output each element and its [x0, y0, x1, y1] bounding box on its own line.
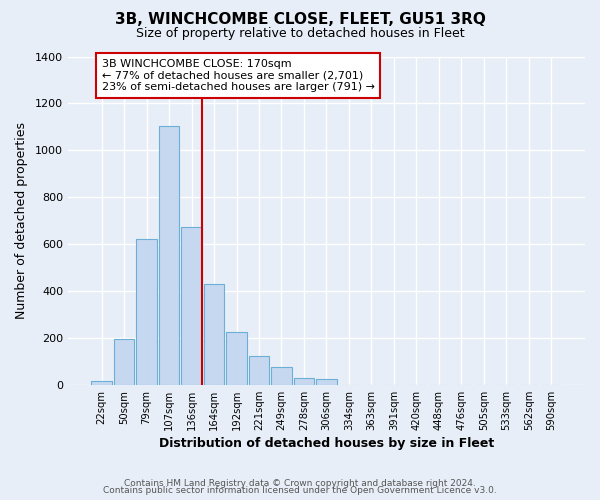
Bar: [114, 339, 134, 385]
Text: Contains public sector information licensed under the Open Government Licence v3: Contains public sector information licen…: [103, 486, 497, 495]
Y-axis label: Number of detached properties: Number of detached properties: [15, 122, 28, 319]
X-axis label: Distribution of detached houses by size in Fleet: Distribution of detached houses by size …: [159, 437, 494, 450]
Bar: [249, 356, 269, 385]
Bar: [181, 226, 202, 385]
Bar: [159, 126, 179, 385]
Bar: [316, 379, 337, 385]
Bar: [91, 382, 112, 385]
Bar: [226, 332, 247, 385]
Text: Size of property relative to detached houses in Fleet: Size of property relative to detached ho…: [136, 28, 464, 40]
Bar: [271, 367, 292, 385]
Bar: [294, 378, 314, 385]
Text: Contains HM Land Registry data © Crown copyright and database right 2024.: Contains HM Land Registry data © Crown c…: [124, 478, 476, 488]
Text: 3B WINCHCOMBE CLOSE: 170sqm
← 77% of detached houses are smaller (2,701)
23% of : 3B WINCHCOMBE CLOSE: 170sqm ← 77% of det…: [102, 59, 375, 92]
Text: 3B, WINCHCOMBE CLOSE, FLEET, GU51 3RQ: 3B, WINCHCOMBE CLOSE, FLEET, GU51 3RQ: [115, 12, 485, 28]
Bar: [204, 284, 224, 385]
Bar: [136, 240, 157, 385]
